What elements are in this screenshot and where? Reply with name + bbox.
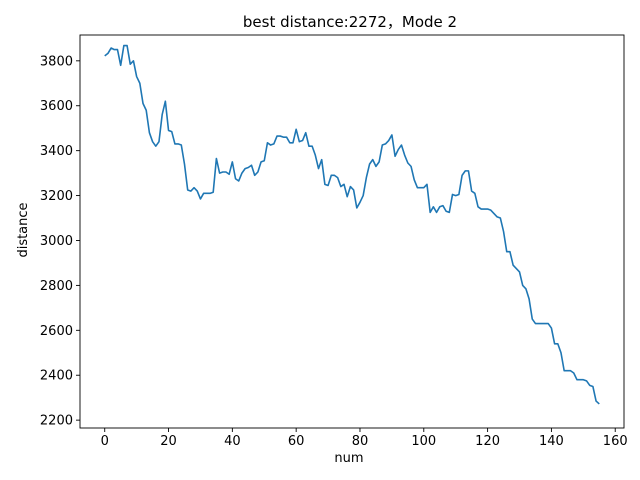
x-tick-label: 160 bbox=[603, 434, 628, 449]
y-tick-label: 3600 bbox=[40, 99, 73, 114]
chart-title: best distance:2272，Mode 2 bbox=[243, 13, 457, 31]
y-tick-label: 3000 bbox=[40, 234, 73, 249]
x-tick-label: 100 bbox=[411, 434, 436, 449]
y-tick-label: 3800 bbox=[40, 54, 73, 69]
y-tick-label: 3200 bbox=[40, 189, 73, 204]
x-tick-label: 140 bbox=[539, 434, 564, 449]
x-axis-label: num bbox=[334, 451, 363, 466]
x-tick-label: 80 bbox=[352, 434, 369, 449]
y-tick-label: 3400 bbox=[40, 144, 73, 159]
y-tick-label: 2600 bbox=[40, 324, 73, 339]
x-tick-label: 120 bbox=[475, 434, 500, 449]
y-tick-label: 2400 bbox=[40, 369, 73, 384]
plot-frame bbox=[79, 34, 625, 429]
x-tick-label: 60 bbox=[288, 434, 305, 449]
y-tick-label: 2800 bbox=[40, 279, 73, 294]
x-tick-label: 0 bbox=[101, 434, 109, 449]
x-tick-label: 20 bbox=[160, 434, 177, 449]
distance-series-line bbox=[104, 44, 600, 405]
x-tick-label: 40 bbox=[224, 434, 241, 449]
y-tick-label: 2200 bbox=[40, 414, 73, 429]
y-axis-label: distance bbox=[16, 202, 31, 257]
